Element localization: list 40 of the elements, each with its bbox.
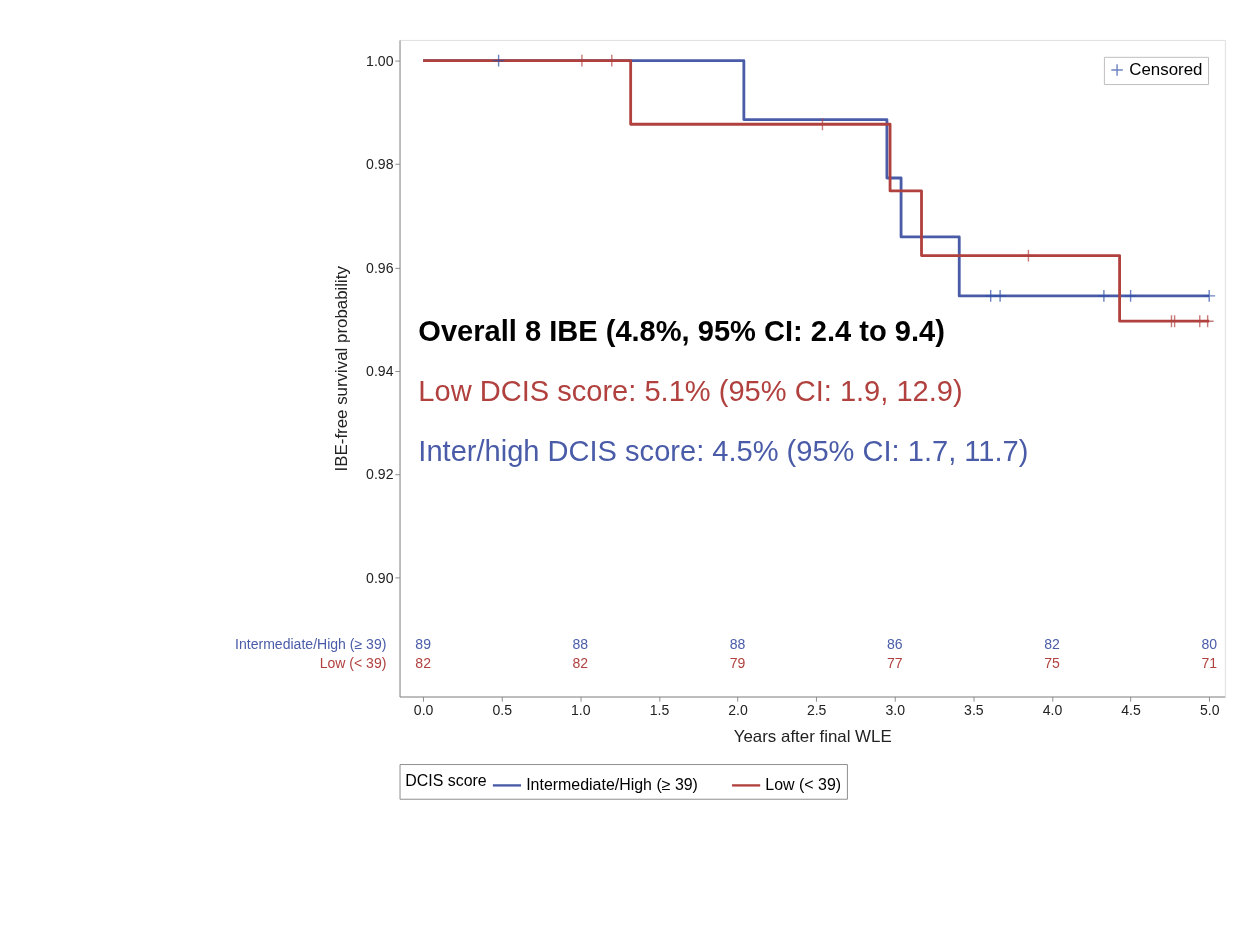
- annotation: 75: [1044, 655, 1060, 672]
- x-tick-label: 3.0: [885, 701, 906, 718]
- legend-label: Intermediate/High (≥ 39): [526, 776, 698, 794]
- annotation: 82: [1044, 635, 1060, 652]
- x-tick-label: 3.5: [964, 701, 984, 718]
- y-tick-label: 0.90: [366, 569, 394, 586]
- annotation: 77: [886, 655, 903, 672]
- y-tick-label: 0.92: [366, 466, 394, 483]
- annotation: 82: [415, 655, 432, 672]
- annotation: 79: [729, 655, 746, 672]
- annotation: Low DCIS score: 5.1% (95% CI: 1.9, 12.9): [418, 374, 963, 407]
- annotation: 88: [572, 635, 589, 652]
- annotation: 71: [1201, 655, 1218, 672]
- annotation: 82: [572, 655, 589, 672]
- x-tick-label: 2.5: [806, 701, 827, 718]
- x-tick-label: 4.0: [1042, 701, 1063, 718]
- annotation: Inter/high DCIS score: 4.5% (95% CI: 1.7, 11.7): [418, 434, 1029, 467]
- x-tick-label: 1.0: [571, 701, 591, 718]
- x-tick-label: 0.5: [492, 701, 513, 718]
- y-axis-title: IBE-free survival probability: [332, 265, 352, 472]
- annotation: 80: [1201, 635, 1218, 652]
- y-tick-label: 0.98: [366, 156, 394, 173]
- x-axis-title: Years after final WLE: [733, 727, 892, 747]
- y-tick-label: 0.94: [366, 363, 394, 379]
- y-tick-label: 1.00: [366, 52, 394, 69]
- x-tick-label: 4.5: [1121, 701, 1142, 718]
- legend-label: Low (< 39): [765, 776, 842, 794]
- x-tick-label: 0.0: [413, 701, 434, 718]
- text: Intermediate/High (≥ 39): [235, 635, 387, 652]
- y-tick-label: 0.96: [366, 259, 394, 276]
- annotation: 89: [415, 635, 432, 652]
- x-tick-label: 5.0: [1199, 701, 1220, 718]
- annotation: Overall 8 IBE (4.8%, 95% CI: 2.4 to 9.4): [418, 314, 945, 347]
- x-tick-label: 2.0: [728, 701, 748, 718]
- legend-label: Censored: [1129, 59, 1203, 79]
- legend-title: DCIS score: [405, 771, 487, 789]
- x-tick-label: 1.5: [649, 701, 670, 718]
- annotation: 88: [729, 635, 746, 652]
- annotation: 86: [886, 635, 903, 652]
- text: Low (< 39): [319, 655, 387, 672]
